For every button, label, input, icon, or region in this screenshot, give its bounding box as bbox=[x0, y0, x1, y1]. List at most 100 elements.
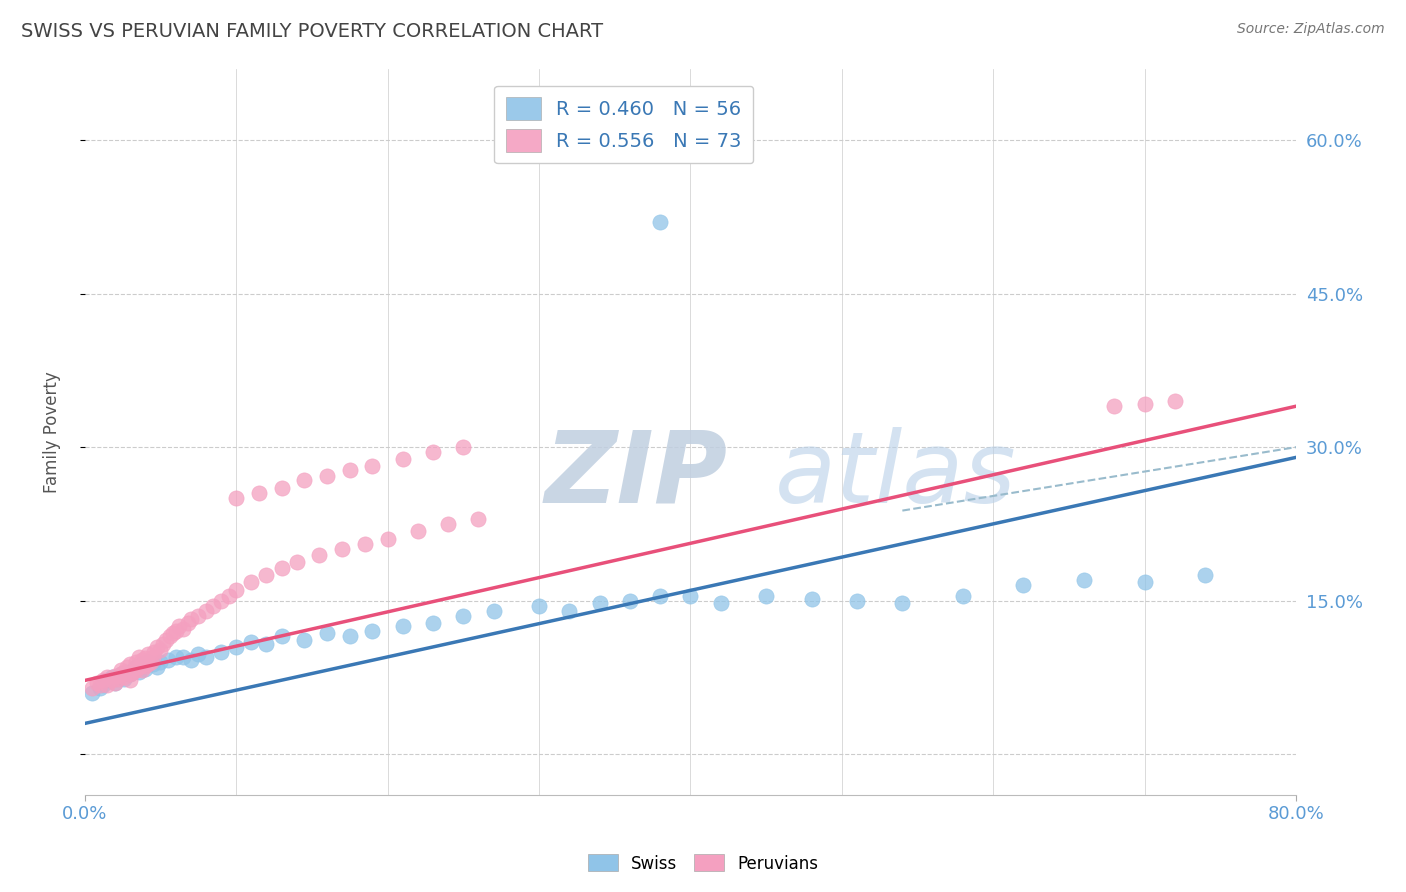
Point bbox=[451, 440, 474, 454]
Point bbox=[648, 589, 671, 603]
Point bbox=[270, 481, 292, 495]
Point bbox=[316, 468, 339, 483]
Point bbox=[142, 657, 165, 671]
Point bbox=[422, 445, 444, 459]
Point bbox=[101, 670, 124, 684]
Point bbox=[91, 677, 114, 691]
Point bbox=[225, 583, 247, 598]
Point bbox=[96, 670, 118, 684]
Point bbox=[82, 686, 104, 700]
Point bbox=[96, 673, 118, 688]
Point bbox=[112, 665, 135, 680]
Point bbox=[437, 516, 460, 531]
Point bbox=[128, 649, 150, 664]
Point bbox=[240, 634, 263, 648]
Point bbox=[141, 655, 163, 669]
Point bbox=[104, 675, 127, 690]
Text: atlas: atlas bbox=[775, 427, 1017, 524]
Point bbox=[120, 667, 142, 681]
Point bbox=[162, 626, 184, 640]
Point bbox=[131, 663, 153, 677]
Point bbox=[101, 673, 124, 688]
Point bbox=[134, 651, 156, 665]
Point bbox=[125, 663, 148, 677]
Point bbox=[146, 640, 169, 654]
Point bbox=[180, 653, 202, 667]
Point bbox=[451, 609, 474, 624]
Point bbox=[115, 660, 138, 674]
Point bbox=[125, 655, 148, 669]
Point bbox=[225, 640, 247, 654]
Point bbox=[134, 662, 156, 676]
Point bbox=[136, 657, 159, 671]
Point bbox=[225, 491, 247, 506]
Point bbox=[482, 604, 505, 618]
Point bbox=[254, 568, 277, 582]
Point bbox=[159, 630, 181, 644]
Point bbox=[247, 486, 270, 500]
Point bbox=[82, 681, 104, 695]
Point bbox=[110, 667, 132, 681]
Point bbox=[240, 575, 263, 590]
Point bbox=[104, 669, 127, 683]
Point bbox=[115, 665, 138, 680]
Point bbox=[361, 458, 384, 473]
Point bbox=[648, 215, 671, 229]
Point bbox=[710, 596, 733, 610]
Point bbox=[330, 542, 353, 557]
Point bbox=[131, 653, 153, 667]
Point bbox=[165, 649, 187, 664]
Point bbox=[165, 624, 187, 639]
Point bbox=[1012, 578, 1035, 592]
Point bbox=[96, 677, 118, 691]
Point bbox=[120, 657, 142, 671]
Point bbox=[406, 524, 429, 538]
Point bbox=[120, 673, 142, 688]
Point bbox=[128, 665, 150, 680]
Point bbox=[112, 670, 135, 684]
Point bbox=[110, 667, 132, 681]
Point bbox=[755, 589, 778, 603]
Point bbox=[292, 632, 315, 647]
Point bbox=[800, 591, 823, 606]
Point bbox=[391, 452, 413, 467]
Point bbox=[131, 657, 153, 671]
Y-axis label: Family Poverty: Family Poverty bbox=[44, 371, 60, 492]
Point bbox=[254, 637, 277, 651]
Text: ZIP: ZIP bbox=[546, 427, 728, 524]
Text: Source: ZipAtlas.com: Source: ZipAtlas.com bbox=[1237, 22, 1385, 37]
Text: SWISS VS PERUVIAN FAMILY POVERTY CORRELATION CHART: SWISS VS PERUVIAN FAMILY POVERTY CORRELA… bbox=[21, 22, 603, 41]
Point bbox=[194, 604, 217, 618]
Point bbox=[172, 649, 194, 664]
Point bbox=[149, 642, 172, 657]
Point bbox=[202, 599, 225, 613]
Point bbox=[339, 463, 361, 477]
Point bbox=[1133, 397, 1156, 411]
Point bbox=[134, 659, 156, 673]
Point bbox=[180, 612, 202, 626]
Point bbox=[1133, 575, 1156, 590]
Point bbox=[89, 681, 111, 695]
Point bbox=[128, 660, 150, 674]
Point bbox=[422, 616, 444, 631]
Point bbox=[1194, 568, 1216, 582]
Point bbox=[187, 647, 209, 661]
Point bbox=[353, 537, 375, 551]
Point bbox=[270, 630, 292, 644]
Point bbox=[194, 649, 217, 664]
Legend: R = 0.460   N = 56, R = 0.556   N = 73: R = 0.460 N = 56, R = 0.556 N = 73 bbox=[494, 86, 754, 163]
Point bbox=[176, 616, 198, 631]
Point bbox=[91, 673, 114, 688]
Point bbox=[89, 677, 111, 691]
Point bbox=[86, 675, 108, 690]
Point bbox=[891, 596, 914, 610]
Point bbox=[172, 622, 194, 636]
Point bbox=[142, 649, 165, 664]
Point bbox=[527, 599, 550, 613]
Point bbox=[339, 630, 361, 644]
Point bbox=[209, 645, 232, 659]
Point bbox=[361, 624, 384, 639]
Point bbox=[391, 619, 413, 633]
Legend: Swiss, Peruvians: Swiss, Peruvians bbox=[581, 847, 825, 880]
Point bbox=[107, 670, 129, 684]
